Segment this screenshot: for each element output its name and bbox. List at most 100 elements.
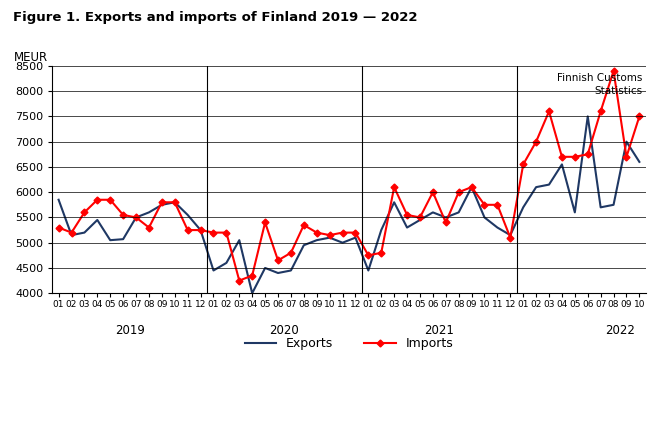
Imports	[132, 215, 140, 220]
Imports	[235, 278, 243, 283]
Exports	[442, 215, 449, 220]
Exports	[287, 268, 295, 273]
Imports	[145, 225, 153, 230]
Exports	[93, 217, 101, 222]
Exports	[158, 202, 166, 207]
Imports	[493, 202, 501, 207]
Exports	[635, 159, 643, 165]
Exports	[532, 184, 540, 190]
Exports	[196, 228, 204, 233]
Exports	[481, 215, 488, 220]
Imports	[584, 152, 592, 157]
Exports	[313, 238, 321, 243]
Imports	[609, 68, 617, 73]
Imports	[364, 253, 372, 258]
Exports	[416, 217, 424, 222]
Text: 2022: 2022	[605, 324, 635, 337]
Imports	[249, 273, 256, 278]
Line: Exports: Exports	[59, 116, 639, 293]
Exports	[390, 200, 398, 205]
Exports	[377, 228, 385, 233]
Exports	[520, 205, 527, 210]
Text: 2020: 2020	[270, 324, 299, 337]
Exports	[352, 235, 360, 240]
Imports	[442, 220, 449, 225]
Imports	[210, 230, 217, 235]
Imports	[352, 230, 360, 235]
Imports	[158, 200, 166, 205]
Exports	[364, 268, 372, 273]
Exports	[623, 139, 631, 144]
Legend: Exports, Imports: Exports, Imports	[239, 332, 458, 355]
Imports	[81, 210, 89, 215]
Text: MEUR: MEUR	[14, 51, 48, 64]
Imports	[93, 197, 101, 202]
Exports	[300, 243, 308, 248]
Imports	[119, 212, 127, 217]
Exports	[145, 210, 153, 215]
Text: Figure 1. Exports and imports of Finland 2019 — 2022: Figure 1. Exports and imports of Finland…	[13, 11, 418, 24]
Exports	[171, 200, 178, 205]
Exports	[338, 240, 346, 245]
Exports	[274, 270, 282, 276]
Exports	[545, 182, 553, 187]
Exports	[584, 114, 592, 119]
Exports	[429, 210, 437, 215]
Imports	[429, 190, 437, 195]
Imports	[390, 184, 398, 190]
Imports	[67, 230, 75, 235]
Exports	[326, 235, 334, 240]
Imports	[171, 200, 178, 205]
Exports	[506, 232, 514, 238]
Imports	[222, 230, 230, 235]
Imports	[520, 162, 527, 167]
Exports	[235, 238, 243, 243]
Imports	[623, 154, 631, 159]
Line: Imports: Imports	[56, 69, 642, 283]
Exports	[467, 184, 475, 190]
Imports	[558, 154, 566, 159]
Imports	[545, 109, 553, 114]
Imports	[261, 220, 269, 225]
Imports	[571, 154, 579, 159]
Imports	[416, 215, 424, 220]
Imports	[338, 230, 346, 235]
Imports	[532, 139, 540, 144]
Exports	[597, 205, 605, 210]
Imports	[106, 197, 114, 202]
Exports	[455, 210, 463, 215]
Exports	[609, 202, 617, 207]
Exports	[132, 215, 140, 220]
Imports	[506, 235, 514, 240]
Exports	[558, 162, 566, 167]
Exports	[222, 260, 230, 266]
Imports	[377, 250, 385, 255]
Imports	[184, 228, 192, 233]
Imports	[635, 114, 643, 119]
Imports	[481, 202, 488, 207]
Exports	[106, 238, 114, 243]
Exports	[261, 265, 269, 270]
Exports	[119, 237, 127, 242]
Text: 2021: 2021	[424, 324, 454, 337]
Exports	[493, 225, 501, 230]
Exports	[55, 197, 63, 202]
Imports	[455, 190, 463, 195]
Text: 2019: 2019	[114, 324, 145, 337]
Exports	[571, 210, 579, 215]
Exports	[403, 225, 411, 230]
Imports	[467, 184, 475, 190]
Imports	[326, 232, 334, 238]
Imports	[274, 258, 282, 263]
Imports	[313, 230, 321, 235]
Imports	[403, 212, 411, 217]
Exports	[81, 230, 89, 235]
Imports	[196, 228, 204, 233]
Imports	[597, 109, 605, 114]
Imports	[287, 250, 295, 255]
Exports	[249, 291, 256, 296]
Exports	[184, 212, 192, 217]
Imports	[300, 222, 308, 228]
Exports	[67, 232, 75, 238]
Imports	[55, 225, 63, 230]
